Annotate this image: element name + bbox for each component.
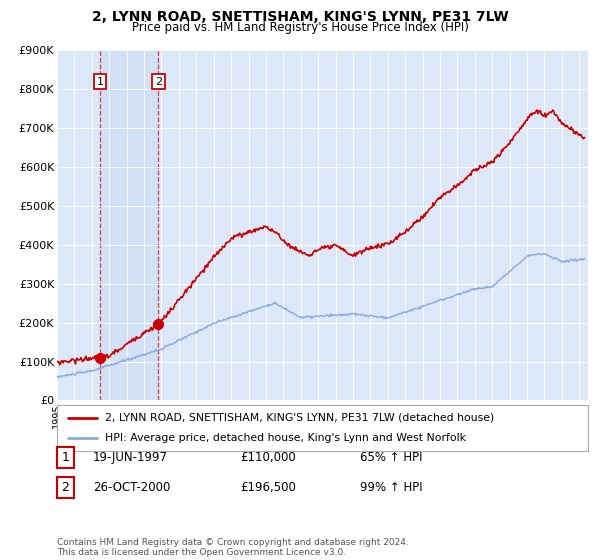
Text: Price paid vs. HM Land Registry's House Price Index (HPI): Price paid vs. HM Land Registry's House … [131, 21, 469, 34]
Text: 2: 2 [155, 77, 162, 86]
Text: £196,500: £196,500 [240, 480, 296, 494]
Text: Contains HM Land Registry data © Crown copyright and database right 2024.
This d: Contains HM Land Registry data © Crown c… [57, 538, 409, 557]
Text: 1: 1 [97, 77, 104, 86]
Text: 26-OCT-2000: 26-OCT-2000 [93, 480, 170, 494]
Text: 2, LYNN ROAD, SNETTISHAM, KING'S LYNN, PE31 7LW: 2, LYNN ROAD, SNETTISHAM, KING'S LYNN, P… [92, 10, 508, 24]
Text: 99% ↑ HPI: 99% ↑ HPI [360, 480, 422, 494]
Text: 19-JUN-1997: 19-JUN-1997 [93, 451, 168, 464]
Bar [100, 50, 158, 400]
Text: 1: 1 [61, 451, 70, 464]
Text: 2, LYNN ROAD, SNETTISHAM, KING'S LYNN, PE31 7LW (detached house): 2, LYNN ROAD, SNETTISHAM, KING'S LYNN, P… [105, 413, 494, 423]
Text: HPI: Average price, detached house, King's Lynn and West Norfolk: HPI: Average price, detached house, King… [105, 433, 466, 443]
Text: 2: 2 [61, 480, 70, 494]
Text: £110,000: £110,000 [240, 451, 296, 464]
Text: 65% ↑ HPI: 65% ↑ HPI [360, 451, 422, 464]
